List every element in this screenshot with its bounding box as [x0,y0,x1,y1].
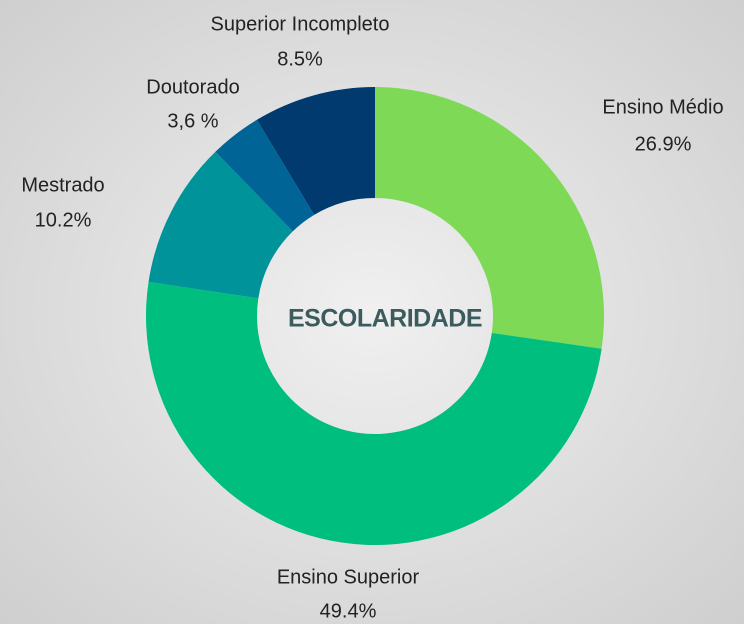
slice-value-label: 49.4% [320,600,377,622]
slice-label: Doutorado [146,76,239,98]
slice-label: Superior Incompleto [211,13,390,35]
donut-slice [146,281,602,545]
slice-value-label: 26.9% [635,133,692,155]
chart-title: ESCOLARIDADE [288,305,482,333]
slice-label: Ensino Médio [602,96,723,118]
slice-value-label: 10.2% [35,209,92,231]
slice-value-label: 8.5% [277,48,323,70]
donut-slice [215,119,315,232]
slice-label: Ensino Superior [277,566,420,588]
donut-slice [148,151,293,299]
slice-value-label: 3,6 % [167,110,218,132]
slice-label: Mestrado [21,174,104,196]
donut [146,87,604,545]
donut-slice [375,87,604,349]
donut-slice [256,87,375,215]
